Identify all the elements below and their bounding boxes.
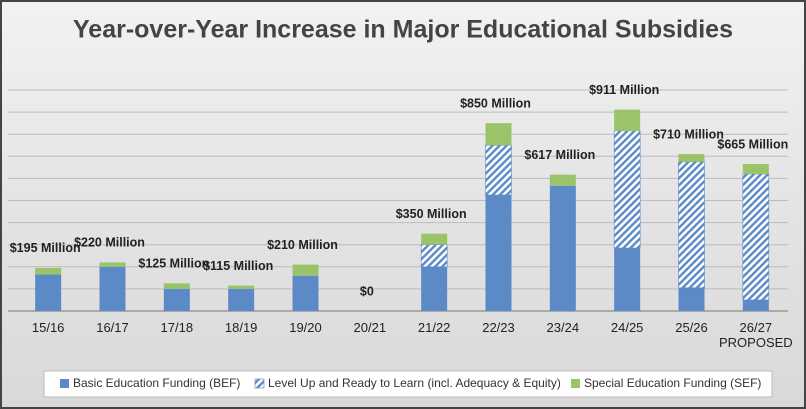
x-tick-label: 15/16 [31,320,65,335]
bar-segment [163,283,190,289]
legend-label: Basic Education Funding (BEF) [73,376,240,390]
bar-segment [678,154,705,162]
legend-swatch [571,379,580,388]
x-tick-label: 24/25 [610,320,644,335]
total-label: $350 Million [396,207,467,221]
bar-segment [742,173,770,301]
bar-segment [35,274,62,311]
legend-swatch [60,379,69,388]
legend-label: Level Up and Ready to Learn (incl. Adequ… [268,376,561,390]
legend-label: Special Education Funding (SEF) [584,376,761,390]
bar-segment [742,164,769,174]
bar-segment [421,233,448,245]
x-tick-label: 22/23 [482,320,515,335]
total-label: $911 Million [589,83,659,97]
total-label: $665 Million [717,137,788,151]
bar-segment [163,288,190,311]
bar-segment [99,262,126,267]
x-tick-label: 20/21 [353,320,387,335]
bar-segment [292,275,319,311]
bar-segment [228,285,255,289]
bar-segment [613,130,641,249]
bar-segment [485,194,512,311]
legend-swatch [254,378,265,389]
bar-segment [678,161,705,289]
bar-segment [421,266,448,311]
bar-segment [292,264,319,276]
bar-segment [742,299,769,311]
bar-segment [678,287,705,311]
x-tick-label: 25/26 [675,320,708,335]
total-label: $710 Million [653,127,724,141]
x-tick-label: 17/18 [160,320,194,335]
bar-segment [549,174,576,186]
total-label: $195 Million [10,241,81,255]
bar-segment [485,144,512,196]
bar-segment [614,248,641,311]
total-label: $617 Million [524,148,595,162]
bar-segment [549,185,576,311]
total-label: $210 Million [267,238,338,252]
x-tick-label: 26/27 PROPOSED [718,320,793,350]
total-label: $850 Million [460,96,531,110]
chart-title: Year-over-Year Increase in Major Educati… [73,16,733,44]
x-tick-label: 16/17 [96,320,129,335]
total-label: $0 [360,284,374,298]
bar-segment [35,267,62,275]
bar-segment [228,288,255,311]
total-label: $115 Million [203,259,273,273]
total-label: $125 Million [138,257,209,271]
bar-segment [420,244,448,268]
x-tick-label: 19/20 [289,320,322,335]
x-tick-label: 18/19 [224,320,258,335]
bar-segment [485,123,512,146]
total-label: $220 Million [74,236,145,250]
x-tick-label: 23/24 [546,320,580,335]
bar-segment [99,266,126,311]
legend-box [43,370,773,398]
bar-segment [614,109,641,131]
x-tick-label: 21/22 [417,320,451,335]
